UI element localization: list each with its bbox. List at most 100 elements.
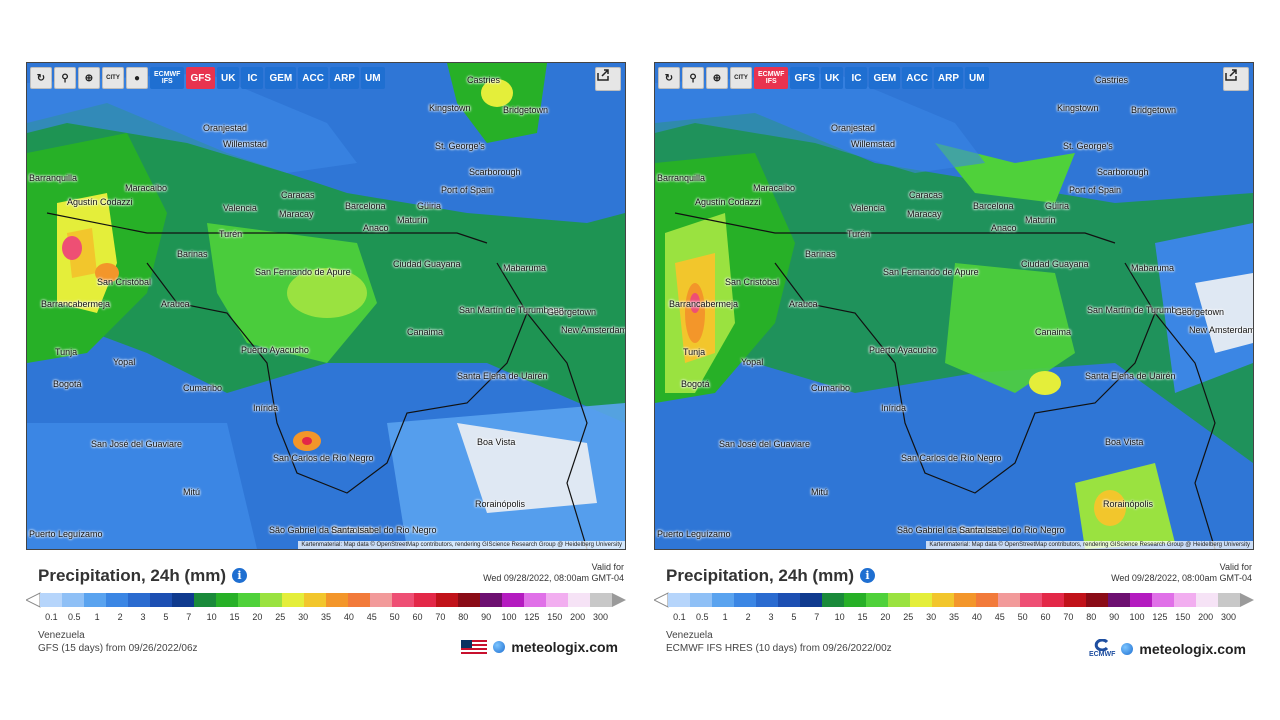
legend-color-swatch (568, 593, 591, 607)
model-button-arp[interactable]: ARP (329, 67, 360, 89)
model-button-uk[interactable]: UK (217, 67, 240, 89)
model-button-um[interactable]: UM (965, 67, 989, 89)
legend-color-swatch (954, 593, 977, 607)
model-button-gfs[interactable]: GFS (186, 67, 216, 89)
legend-ticks: 0.1 0.5 1 2 3 5 7 10 15 20 25 30 35 40 45 50 60 70 80 90 100… (668, 612, 1240, 624)
precipitation-map[interactable]: Castries Kingstown Bridgetown Oranjestad… (26, 62, 626, 550)
city-label: Yopal (741, 357, 764, 367)
brand-text[interactable]: meteologix.com (511, 639, 618, 655)
city-label: Canaima (407, 327, 444, 337)
legend-tick-label: 35 (948, 612, 960, 622)
legend-color-swatch (84, 593, 107, 607)
legend-tick-label: 10 (206, 612, 217, 622)
legend-color-swatch (1086, 593, 1109, 607)
legend-color-swatch (976, 593, 999, 607)
legend-color-swatch (1130, 593, 1153, 607)
city-label: Mabaruma (503, 263, 547, 273)
model-button-acc[interactable]: ACC (902, 67, 932, 89)
city-label: Castries (1095, 75, 1129, 85)
brand: ECMWF meteologix.com (1089, 639, 1246, 658)
model-button-um[interactable]: UM (361, 67, 385, 89)
info-icon[interactable]: i (859, 568, 875, 583)
legend-tick-label: 2 (117, 612, 123, 622)
legend-tick-label: 300 (1221, 612, 1237, 622)
legend-color-swatch (480, 593, 503, 607)
city-label: Boa Vista (1105, 437, 1144, 447)
location-pin-icon[interactable]: ⚲ (682, 67, 704, 89)
valid-time-block: Valid for Wed 09/28/2022, 08:00am GMT-04 (483, 562, 624, 584)
model-button-gem[interactable]: GEM (869, 67, 901, 89)
valid-time: Wed 09/28/2022, 08:00am GMT-04 (1111, 573, 1252, 583)
model-button-ecmwf[interactable]: ECMWF IFS (150, 67, 185, 89)
model-button-ic[interactable]: IC (845, 67, 868, 89)
model-button-gem[interactable]: GEM (265, 67, 297, 89)
city-label: Castries (467, 75, 501, 85)
city-toggle-icon[interactable]: CITY (102, 67, 124, 89)
location-pin-icon[interactable]: ⚲ (54, 67, 76, 89)
legend-ticks: 0.1 0.5 1 2 3 5 7 10 15 20 25 30 35 40 45 50 60 70 80 90 100… (40, 612, 612, 624)
city-label: Yopal (113, 357, 136, 367)
legend-color-swatch (866, 593, 889, 607)
city-toggle-icon[interactable]: CITY (730, 67, 752, 89)
city-label: Mitú (811, 487, 829, 497)
legend-tick-label: 90 (1109, 612, 1120, 622)
brand-text[interactable]: meteologix.com (1139, 640, 1246, 657)
legend-tick-label: 50 (1017, 612, 1028, 622)
legend-color-swatch (106, 593, 129, 607)
refresh-icon[interactable]: ↻ (658, 67, 680, 89)
model-button-acc[interactable]: ACC (298, 67, 328, 89)
city-label: Maracaibo (125, 183, 168, 193)
legend-color-swatch (910, 593, 933, 607)
legend-color-swatch (414, 593, 437, 607)
share-icon[interactable] (595, 67, 621, 91)
model-button-gfs[interactable]: GFS (790, 67, 820, 89)
city-label: St. George's (1063, 141, 1113, 151)
city-label: Turén (219, 229, 243, 239)
legend-tick-label: 40 (343, 612, 354, 622)
info-icon[interactable]: i (231, 568, 247, 583)
city-label: Valencia (223, 203, 257, 213)
model-button-ecmwf[interactable]: ECMWF IFS (754, 67, 789, 89)
city-label: Georgetown (547, 307, 597, 317)
city-label: Maturín (397, 215, 428, 225)
legend-color-swatch (822, 593, 845, 607)
model-button-uk[interactable]: UK (821, 67, 844, 89)
city-label: Mitú (183, 487, 201, 497)
legend-color-swatch (40, 593, 63, 607)
city-label: San Fernando de Apure (255, 267, 351, 277)
legend-color-swatch (282, 593, 305, 607)
city-label: Georgetown (1175, 307, 1225, 317)
ecmwf-logo-icon: ECMWF (1089, 639, 1115, 658)
legend-tick-label: 70 (435, 612, 446, 622)
legend-tick-label: 150 (1175, 612, 1191, 622)
model-button-ic[interactable]: IC (241, 67, 264, 89)
legend-tick-label: 0.5 (68, 612, 81, 622)
legend-arrow-right (1240, 593, 1254, 607)
legend-color-swatch (734, 593, 757, 607)
precipitation-map[interactable]: Castries Kingstown Bridgetown Oranjestad… (654, 62, 1254, 550)
city-label: Agustín Codazzi (695, 197, 761, 207)
zoom-icon[interactable]: ⊕ (78, 67, 100, 89)
refresh-icon[interactable]: ↻ (30, 67, 52, 89)
legend-tick-label: 3 (140, 612, 146, 622)
legend-tick-label: 90 (481, 612, 492, 622)
city-label: Barinas (805, 249, 836, 259)
legend-arrow-left (26, 592, 41, 608)
ecmwf-c-icon (1094, 639, 1109, 651)
globe-icon (1121, 642, 1134, 655)
model-button-arp[interactable]: ARP (933, 67, 964, 89)
city-label: Barinas (177, 249, 208, 259)
city-label: San Fernando de Apure (883, 267, 979, 277)
legend-color-swatch (172, 593, 195, 607)
model-run-label: GFS (15 days) from 09/26/2022/06z (38, 643, 198, 654)
city-label: Puerto Leguízamo (657, 529, 731, 539)
city-label: Agustín Codazzi (67, 197, 133, 207)
share-icon[interactable] (1223, 67, 1249, 91)
legend-color-swatch (1218, 593, 1241, 607)
city-label: Inírida (253, 403, 279, 413)
zoom-icon[interactable]: ⊕ (706, 67, 728, 89)
dark-mode-icon[interactable]: ● (126, 67, 148, 89)
legend-tick-label: 30 (298, 612, 309, 622)
legend-tick-label: 125 (524, 612, 540, 622)
city-label: Turén (847, 229, 871, 239)
